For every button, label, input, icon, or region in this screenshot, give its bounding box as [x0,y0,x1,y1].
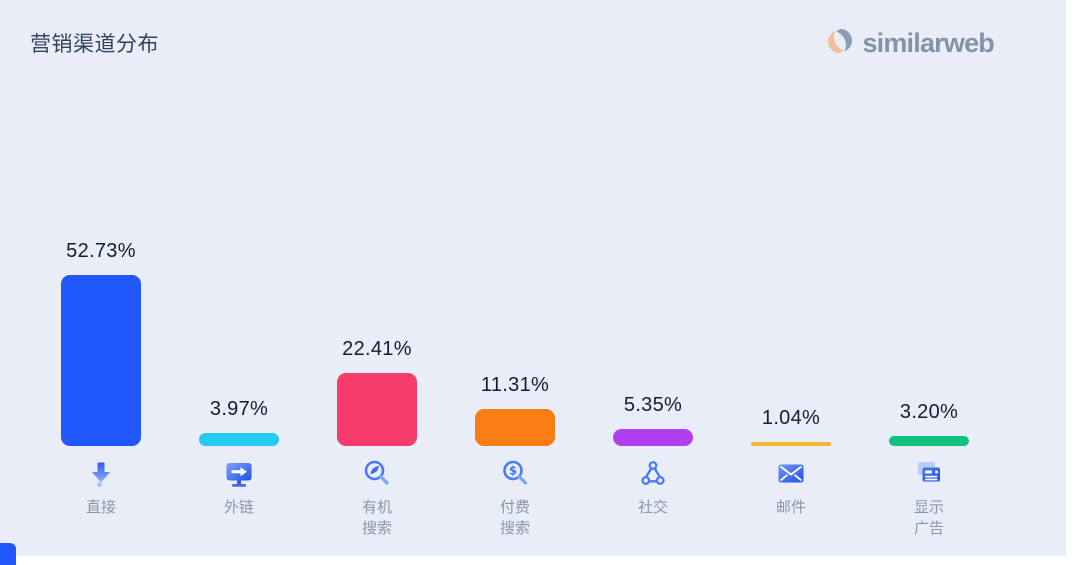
bar-value-label: 22.41% [342,338,412,360]
category-label: 有机 搜索 [362,497,392,539]
bar-value-label: 3.97% [209,398,269,420]
category-label: 付费 搜索 [500,497,530,539]
bar-value-label: 11.31% [480,374,550,396]
bar-direct[interactable] [61,275,141,446]
direct-arrow-icon [84,457,118,491]
chart-column-display-ads: 3.20% 显示 广告 [860,0,998,539]
category-line: 社交 [637,499,668,516]
page-title: 营销渠道分布 [30,33,159,56]
category-line: 直接 [85,499,116,516]
right-edge-strip [1066,0,1080,565]
category-line: 搜索 [499,520,530,537]
category-label: 邮件 [776,497,806,518]
bar-area: 11.31% [475,0,555,446]
bar-organic-search[interactable] [337,373,417,446]
category-line: 有机 [361,499,392,516]
bar-value-label: 1.04% [761,407,821,429]
partial-blue-element [0,543,16,565]
referral-monitor-icon [222,457,256,491]
bar-referrals[interactable] [199,433,279,446]
bar-area: 3.20% [889,0,969,446]
email-envelope-icon [774,457,808,491]
chart-column-social: 5.35% 社交 [584,0,722,539]
bar-display-ads[interactable] [889,436,969,446]
bar-paid-search[interactable] [475,409,555,446]
organic-search-icon [360,457,394,491]
similarweb-wordmark: similarweb [862,28,994,58]
category-line: 搜索 [361,520,392,537]
bar-value-label: 52.73% [66,240,136,262]
category-label: 社交 [638,497,668,518]
chart-column-email: 1.04% 邮件 [722,0,860,539]
category-label: 外链 [224,497,254,518]
bar-area: 3.97% [199,0,279,446]
marketing-channels-chart: 52.73% 直接 3.97% [32,0,998,539]
chart-column-paid-search: 11.31% $ 付费 搜索 [446,0,584,539]
category-line: 付费 [499,499,530,516]
bar-area: 5.35% [613,0,693,446]
category-label: 直接 [86,497,116,518]
chart-column-direct: 52.73% 直接 [32,0,170,539]
bar-area: 1.04% [751,0,831,446]
bar-value-label: 5.35% [623,394,683,416]
chart-column-organic-search: 22.41% 有机 搜索 [308,0,446,539]
bar-area: 52.73% [61,0,141,446]
category-label: 显示 广告 [914,497,944,539]
chart-column-referrals: 3.97% 外链 [170,0,308,539]
bar-area: 22.41% [337,0,417,446]
bottom-edge-strip [0,556,1080,565]
similarweb-logo: similarweb [826,27,995,60]
similarweb-swirl-icon [826,27,854,60]
category-line: 外链 [223,499,254,516]
category-line: 邮件 [775,499,806,516]
bar-value-label: 3.20% [899,401,959,423]
social-share-icon [636,457,670,491]
bar-social[interactable] [613,429,693,446]
category-line: 广告 [913,520,944,537]
bar-email[interactable] [751,442,831,446]
paid-search-icon: $ [498,457,532,491]
category-line: 显示 [913,499,944,516]
display-ads-icon [912,457,946,491]
svg-text:$: $ [509,464,517,478]
